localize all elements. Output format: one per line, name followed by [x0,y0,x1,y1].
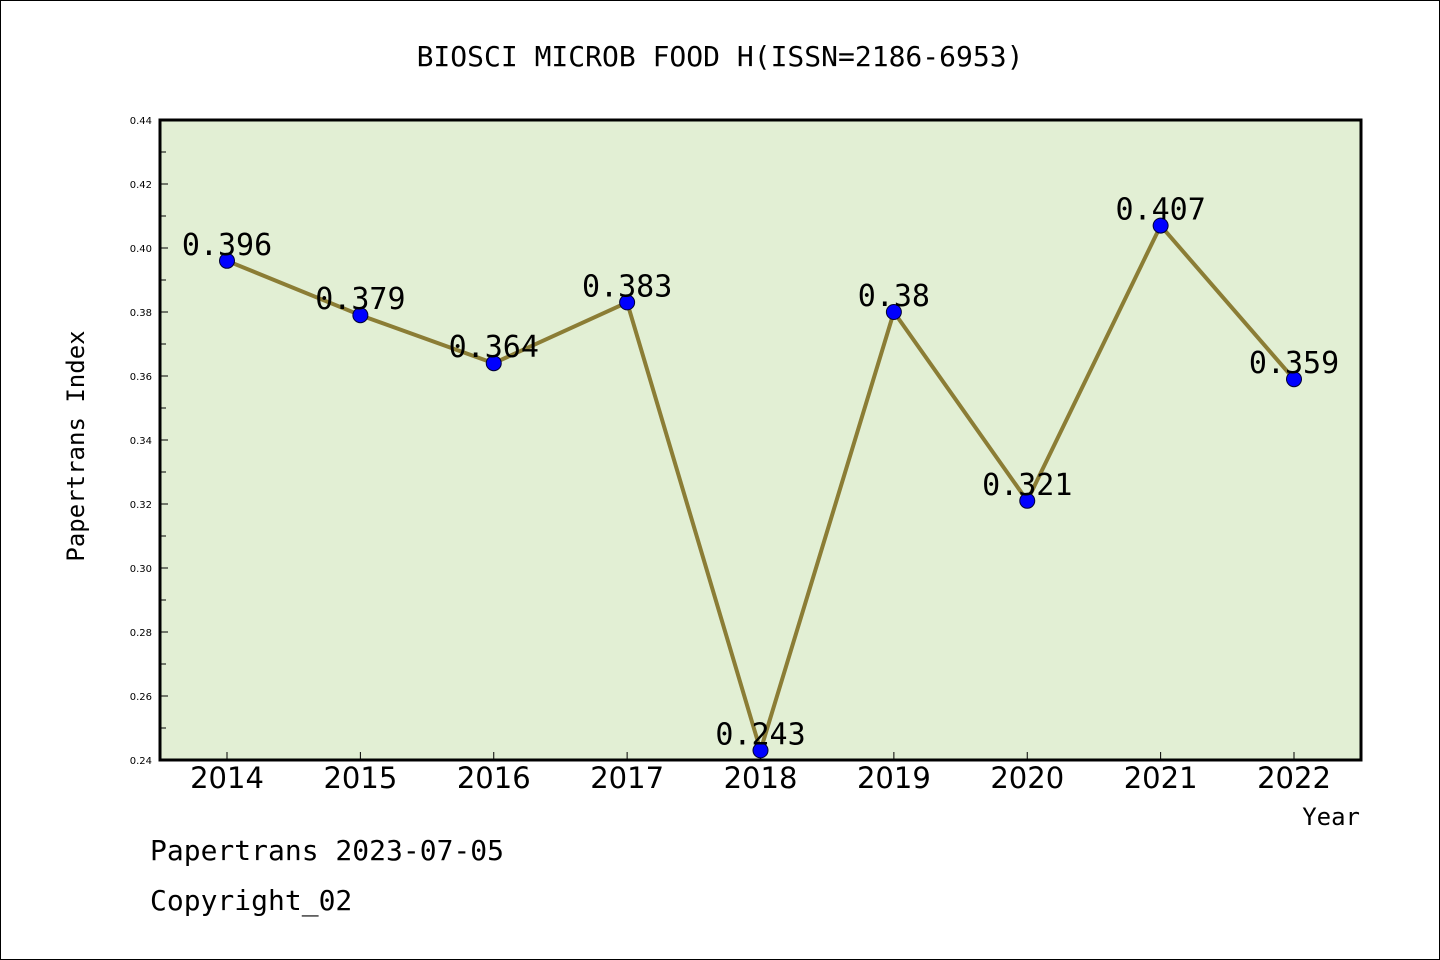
x-tick-label: 2014 [190,761,264,795]
data-label: 0.396 [182,228,272,263]
data-point [1286,371,1302,388]
x-tick-label: 2016 [457,761,531,795]
data-label: 0.359 [1249,346,1339,381]
footer-date-stamp: Papertrans 2023-07-05 [150,834,505,867]
y-tick-label: 0.34 [130,436,152,447]
data-label: 0.383 [582,269,672,304]
y-tick-label: 0.30 [130,564,152,575]
chart-title: BIOSCI MICROB FOOD H(ISSN=2186-6953) [417,40,1024,73]
y-tick-label: 0.36 [130,372,152,383]
data-point [219,252,235,269]
series-0-markers [219,217,1302,759]
x-axis-label: Year [1302,803,1360,831]
x-tick-label: 2021 [1124,761,1198,795]
y-axis-label: Papertrans Index [62,330,90,561]
data-point [1152,217,1169,234]
y-axis: 0.24 0.26 0.28 0.30 0.32 0.34 0.36 0.38 0.40 0.42… [130,116,168,767]
data-point [885,304,902,320]
y-tick-label: 0.24 [130,756,152,767]
y-tick-label: 0.26 [130,692,152,703]
data-label: 0.407 [1115,193,1205,228]
x-tick-label: 2022 [1257,761,1331,795]
data-label: 0.364 [449,330,539,365]
y-tick-label: 0.40 [130,244,152,255]
footer-copyright: Copyright_02 [150,884,353,917]
x-tick-label: 2018 [724,761,798,795]
x-tick-label: 2017 [590,761,664,795]
data-point [619,294,636,311]
data-label: 0.321 [982,468,1072,503]
data-point [485,355,502,372]
data-label: 0.243 [715,717,805,752]
data-point [752,742,769,759]
data-point [352,307,369,324]
y-tick-label: 0.28 [130,628,152,639]
data-label: 0.38 [858,279,930,314]
data-label: 0.379 [315,282,405,317]
y-tick-label: 0.32 [130,500,152,511]
y-tick-label: 0.42 [130,180,152,191]
x-tick-label: 2015 [323,761,397,795]
y-tick-label: 0.44 [130,116,152,127]
data-point [1019,492,1036,509]
x-tick-label: 2020 [990,761,1064,795]
y-tick-label: 0.38 [130,308,152,319]
data-labels: 0.396 0.379 0.364 0.383 0.243 0.38 0.321 0.407 0… [182,193,1339,753]
x-tick-label: 2019 [857,761,931,795]
x-axis: 2014 2015 2016 2017 2018 2019 2020 2021 2022 [190,752,1331,795]
